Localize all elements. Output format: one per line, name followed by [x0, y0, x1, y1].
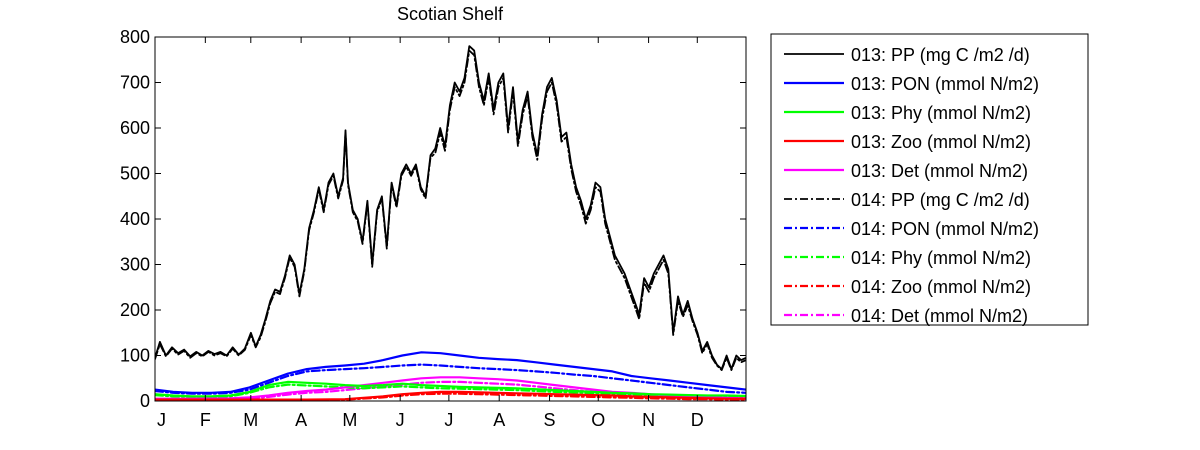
legend-label-1: 013: PP (mg C /m2 /d) [851, 45, 1030, 65]
legend-label-3: 013: Phy (mmol N/m2) [851, 103, 1031, 123]
legend-label-4: 013: Zoo (mmol N/m2) [851, 132, 1031, 152]
series-line-9 [155, 392, 746, 401]
legend-label-2: 013: PON (mmol N/m2) [851, 74, 1039, 94]
y-tick-label-5: 500 [120, 164, 150, 184]
chart-title: Scotian Shelf [397, 4, 504, 24]
x-tick-label-3: A [295, 410, 307, 430]
legend: 013: PP (mg C /m2 /d) 013: PON (mmol N/m2… [770, 33, 1089, 326]
x-tick-label-10: N [642, 410, 655, 430]
series-line-6 [155, 49, 746, 371]
y-tick-label-7: 700 [120, 73, 150, 93]
y-tick-label-1: 100 [120, 346, 150, 366]
x-tick-label-9: O [591, 410, 605, 430]
y-tick-label-2: 200 [120, 300, 150, 320]
axes: 0 100 200 300 400 500 600 700 800 J F M A M J J A S O N D [120, 27, 747, 430]
legend-label-9: 014: Zoo (mmol N/m2) [851, 277, 1031, 297]
series-line-7 [155, 363, 746, 395]
x-tick-label-8: S [544, 410, 556, 430]
y-tick-label-4: 400 [120, 209, 150, 229]
series-line-1 [155, 45, 746, 370]
x-tick-label-5: J [396, 410, 405, 430]
x-tick-label-7: A [493, 410, 505, 430]
series-line-4 [155, 390, 746, 401]
x-tick-label-1: F [200, 410, 211, 430]
plot-frame [154, 36, 747, 402]
y-tick-label-0: 0 [140, 391, 150, 411]
legend-label-5: 013: Det (mmol N/m2) [851, 161, 1028, 181]
x-tick-label-2: M [243, 410, 258, 430]
x-tick-label-11: D [691, 410, 704, 430]
legend-label-7: 014: PON (mmol N/m2) [851, 219, 1039, 239]
series-line-2 [155, 351, 746, 394]
x-tick-label-6: J [444, 410, 453, 430]
x-tick-label-0: J [157, 410, 166, 430]
legend-label-10: 014: Det (mmol N/m2) [851, 306, 1028, 326]
y-tick-label-3: 300 [120, 255, 150, 275]
y-tick-label-8: 800 [120, 27, 150, 47]
y-tick-label-6: 600 [120, 118, 150, 138]
x-tick-label-4: M [342, 410, 357, 430]
plot-area [155, 45, 746, 401]
series-line-3 [155, 380, 746, 398]
legend-label-8: 014: Phy (mmol N/m2) [851, 248, 1031, 268]
legend-label-6: 014: PP (mg C /m2 /d) [851, 190, 1030, 210]
